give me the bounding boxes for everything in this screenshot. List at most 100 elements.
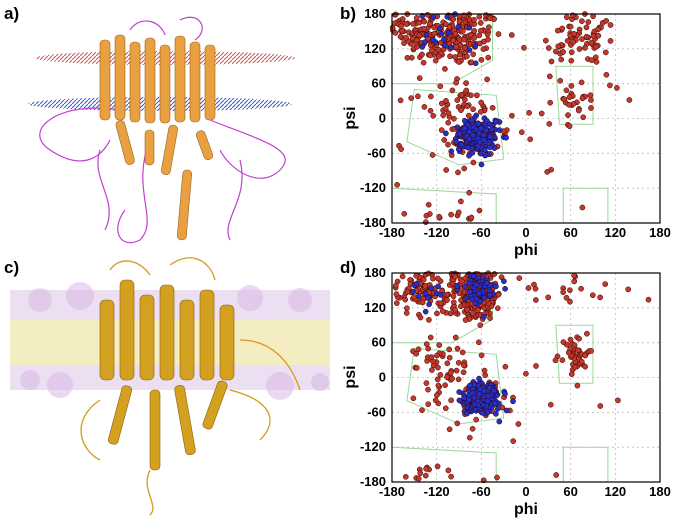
residue-point — [494, 474, 500, 481]
residue-point — [571, 272, 578, 279]
residue-point — [571, 278, 578, 285]
residue-point — [444, 374, 450, 380]
residue-point — [434, 376, 441, 383]
residue-point — [416, 75, 423, 81]
residue-point — [448, 397, 454, 404]
residue-point — [417, 314, 424, 321]
x-tick-label: 0 — [522, 484, 529, 499]
residue-point — [552, 357, 559, 364]
residue-point — [477, 150, 484, 157]
residue-point — [559, 357, 566, 363]
residue-point — [444, 297, 450, 303]
residue-point — [515, 421, 522, 427]
residue-point — [394, 181, 400, 188]
residue-point — [545, 45, 552, 51]
residue-point — [392, 282, 399, 289]
residue-point — [473, 416, 480, 423]
residue-point — [546, 121, 553, 127]
residue-point — [466, 189, 473, 196]
residue-point — [568, 83, 575, 89]
residue-point — [464, 53, 470, 60]
residue-point — [571, 342, 578, 349]
residue-point — [453, 367, 460, 374]
residue-point — [533, 363, 539, 369]
plot-frame-b — [391, 13, 661, 224]
residue-point — [462, 283, 468, 290]
residue-point — [419, 407, 425, 414]
residue-point — [427, 21, 433, 27]
residue-point — [415, 93, 421, 100]
residue-point — [435, 283, 442, 290]
residue-point — [421, 26, 428, 32]
residue-point — [566, 94, 573, 101]
residue-point — [603, 18, 610, 24]
residue-point — [455, 376, 462, 383]
residue-point — [434, 310, 440, 317]
residue-point — [475, 339, 482, 346]
residue-point — [423, 341, 430, 347]
residue-point — [574, 382, 581, 389]
residue-point — [417, 470, 424, 477]
residue-point — [583, 33, 590, 40]
residue-point — [595, 26, 601, 33]
helix-bundle — [99, 34, 216, 241]
residue-point — [435, 382, 442, 389]
residue-point — [415, 475, 422, 482]
residue-point — [419, 44, 426, 50]
residue-point — [470, 310, 476, 317]
residue-point — [476, 207, 483, 214]
residue-point — [494, 405, 501, 412]
residue-point — [545, 294, 552, 301]
residue-point — [420, 59, 427, 66]
residue-point — [403, 34, 409, 41]
x-tick-label: 60 — [563, 484, 577, 499]
residue-point — [579, 36, 585, 42]
residue-point — [423, 465, 429, 472]
residue-point — [437, 372, 444, 378]
residue-point — [480, 137, 487, 143]
y-tick-label: -120 — [360, 439, 386, 454]
residue-point — [566, 101, 572, 108]
residue-point — [432, 397, 439, 404]
residue-point — [481, 313, 487, 320]
residue-point — [523, 370, 529, 377]
residue-point — [477, 322, 484, 328]
residue-point — [576, 335, 582, 342]
y-tick-label: 180 — [364, 265, 386, 280]
residue-point — [421, 39, 428, 45]
residue-point — [474, 307, 481, 314]
residue-point — [588, 348, 594, 354]
residue-point — [470, 132, 476, 138]
x-tick-label: -180 — [379, 225, 405, 240]
residue-point — [460, 369, 467, 376]
residue-point — [452, 30, 459, 37]
residue-point — [419, 51, 425, 58]
residue-point — [455, 58, 462, 65]
x-tick-label: 120 — [604, 484, 626, 499]
residue-point — [571, 31, 577, 37]
residue-point — [484, 31, 491, 38]
residue-point — [430, 112, 437, 119]
residue-point — [544, 169, 551, 175]
residue-point — [472, 60, 479, 67]
residue-point — [399, 16, 406, 22]
residue-point — [454, 124, 461, 131]
residue-point — [485, 393, 492, 400]
residue-point — [437, 83, 444, 90]
bilayer-blobs — [20, 282, 329, 400]
residue-point — [471, 27, 478, 34]
residue-point — [421, 18, 428, 25]
y-tick-label: -180 — [360, 215, 386, 230]
residue-point — [568, 57, 575, 64]
residue-point — [480, 46, 487, 52]
residue-point — [582, 363, 589, 370]
residue-point — [427, 334, 434, 341]
residue-point — [408, 95, 415, 101]
residue-point — [595, 32, 602, 39]
residue-point — [615, 397, 621, 404]
residue-point — [467, 32, 474, 38]
residue-point — [413, 350, 420, 357]
residue-point — [527, 136, 534, 143]
residue-point — [462, 317, 469, 323]
